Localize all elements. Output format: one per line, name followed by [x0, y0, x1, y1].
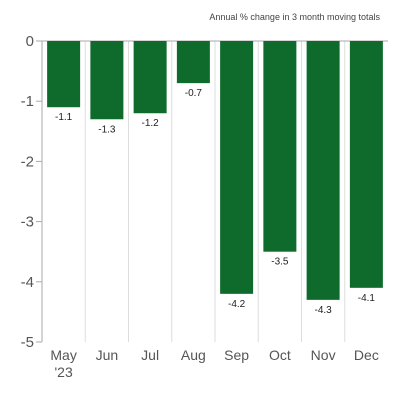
x-tick-label: Dec — [354, 347, 379, 363]
bars — [47, 41, 383, 300]
data-label: -4.3 — [315, 305, 333, 316]
y-tick-label: -4 — [21, 274, 34, 291]
y-tick-label: -1 — [21, 93, 34, 110]
x-tick-label: Aug — [181, 347, 206, 363]
bar — [306, 41, 340, 300]
bar — [349, 41, 383, 288]
bar — [90, 41, 124, 120]
y-tick-label: -5 — [21, 334, 34, 351]
y-tick-label: -3 — [21, 214, 34, 231]
x-tick-label: May — [50, 347, 76, 363]
bar — [176, 41, 210, 84]
data-label: -0.7 — [185, 88, 203, 99]
bar — [47, 41, 81, 108]
tick-labels: 0 -1 -2 -3 -4 -5 May Jun Jul Aug Sep Oct Nov Dec '23 — [21, 33, 379, 380]
data-labels: -1.1 -1.3 -1.2 -0.7 -4.2 -3.5 -4.3 -4.1 — [55, 88, 375, 316]
bar — [220, 41, 254, 294]
bar — [133, 41, 167, 114]
data-label: -4.1 — [358, 293, 376, 304]
data-label: -1.1 — [55, 112, 73, 123]
x-tick-label: Sep — [224, 347, 249, 363]
data-label: -1.3 — [98, 124, 116, 135]
x-tick-label: Jun — [96, 347, 119, 363]
data-label: -1.2 — [142, 118, 160, 129]
x-tick-label: Jul — [141, 347, 159, 363]
chart-subtitle: Annual % change in 3 month moving totals — [209, 12, 380, 22]
x-tick-label: Nov — [311, 347, 336, 363]
grid-lines — [84, 41, 346, 342]
data-label: -3.5 — [271, 257, 289, 268]
x-tick-label: Oct — [269, 347, 291, 363]
y-tick-label: 0 — [26, 33, 34, 50]
bar — [263, 41, 297, 252]
data-label: -4.2 — [228, 299, 246, 310]
x-year-label: '23 — [55, 364, 73, 380]
y-tick-label: -2 — [21, 153, 34, 170]
